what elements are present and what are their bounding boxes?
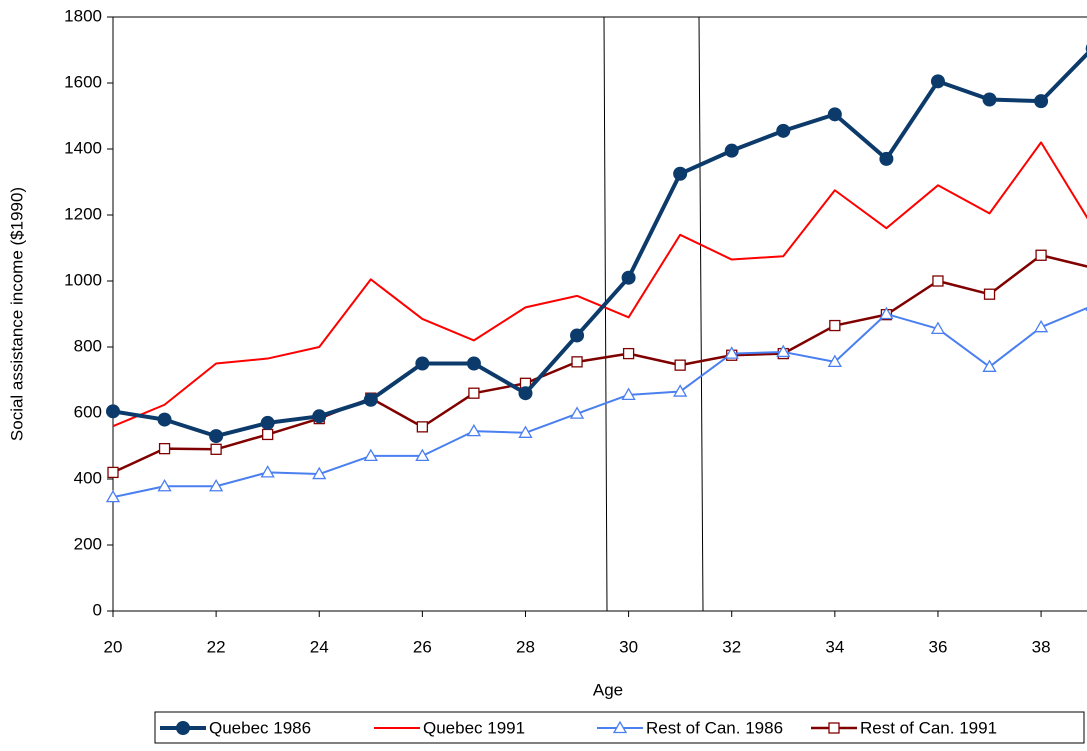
data-point <box>260 465 275 478</box>
data-point <box>569 406 585 419</box>
data-point <box>724 143 739 158</box>
data-point <box>827 354 842 368</box>
x-tick-label: 32 <box>722 637 741 656</box>
data-point <box>468 387 480 399</box>
data-point <box>1034 94 1049 109</box>
series-line <box>112 51 1087 439</box>
data-point <box>518 425 533 438</box>
y-tick-label: 400 <box>74 468 102 487</box>
data-point <box>106 404 120 419</box>
data-point <box>570 328 585 343</box>
data-point <box>571 356 583 368</box>
data-point <box>312 409 327 424</box>
x-tick-label: 20 <box>104 637 123 656</box>
data-point <box>673 166 688 181</box>
y-tick-label: 800 <box>74 336 102 355</box>
data-point <box>982 359 997 372</box>
x-tick-label: 22 <box>207 637 226 656</box>
data-point <box>107 466 119 479</box>
y-tick-label: 200 <box>74 534 102 553</box>
legend-label: Quebec 1991 <box>423 718 525 737</box>
data-point <box>208 478 224 492</box>
data-point <box>416 421 429 433</box>
data-point <box>932 275 944 287</box>
data-point <box>363 392 378 407</box>
legend-box <box>154 711 1085 744</box>
x-tick-label: 36 <box>928 637 947 656</box>
y-axis-label: Social assistance income ($1990) <box>7 187 26 441</box>
x-tick-label: 34 <box>825 637 844 656</box>
x-axis-label: Age <box>593 680 623 699</box>
data-point <box>105 489 121 503</box>
data-point <box>363 448 378 462</box>
data-point <box>209 429 224 444</box>
data-point <box>415 356 430 371</box>
data-point <box>621 387 636 401</box>
divider-line <box>603 16 608 612</box>
data-point <box>621 270 636 285</box>
data-point <box>879 306 894 320</box>
data-point <box>982 92 997 107</box>
data-point <box>674 359 686 371</box>
legend-label: Quebec 1986 <box>209 718 311 737</box>
data-point <box>1035 249 1047 261</box>
data-point <box>415 448 430 462</box>
data-point <box>158 442 171 455</box>
data-point <box>260 415 275 430</box>
x-tick-label: 28 <box>516 637 535 656</box>
y-tick-label: 1000 <box>64 270 102 289</box>
series-line <box>112 254 1087 474</box>
data-point <box>829 319 841 332</box>
x-tick-label: 38 <box>1032 637 1051 656</box>
legend-marker <box>176 721 190 735</box>
x-tick-label: 24 <box>310 637 329 656</box>
data-point <box>673 384 688 397</box>
data-point <box>1033 319 1049 333</box>
y-tick-label: 1200 <box>64 204 102 223</box>
y-tick-label: 1800 <box>64 6 102 25</box>
legend-marker <box>612 720 628 734</box>
data-point <box>776 344 791 358</box>
data-point <box>262 428 274 441</box>
legend-label: Rest of Can. 1986 <box>646 718 783 737</box>
y-tick-label: 0 <box>93 600 102 619</box>
series-line <box>112 307 1087 499</box>
data-point <box>312 466 327 480</box>
data-point <box>724 346 739 359</box>
x-tick-label: 30 <box>619 637 638 656</box>
y-tick-label: 600 <box>74 402 102 421</box>
legend-label: Rest of Can. 1991 <box>860 718 997 737</box>
data-point <box>518 386 533 401</box>
data-point <box>622 347 635 360</box>
data-point <box>157 412 172 427</box>
data-point <box>930 74 945 89</box>
data-point <box>879 151 894 166</box>
data-point <box>157 478 172 492</box>
divider-line <box>698 16 704 612</box>
data-point <box>930 321 946 335</box>
y-tick-label: 1600 <box>64 72 102 91</box>
data-point <box>210 443 222 455</box>
x-tick-label: 26 <box>413 637 432 656</box>
data-point <box>466 356 481 371</box>
data-point <box>827 107 842 122</box>
data-point <box>776 123 791 138</box>
data-point <box>983 288 996 300</box>
legend-marker <box>828 722 840 734</box>
y-tick-label: 1400 <box>64 138 102 157</box>
data-point <box>466 423 482 437</box>
